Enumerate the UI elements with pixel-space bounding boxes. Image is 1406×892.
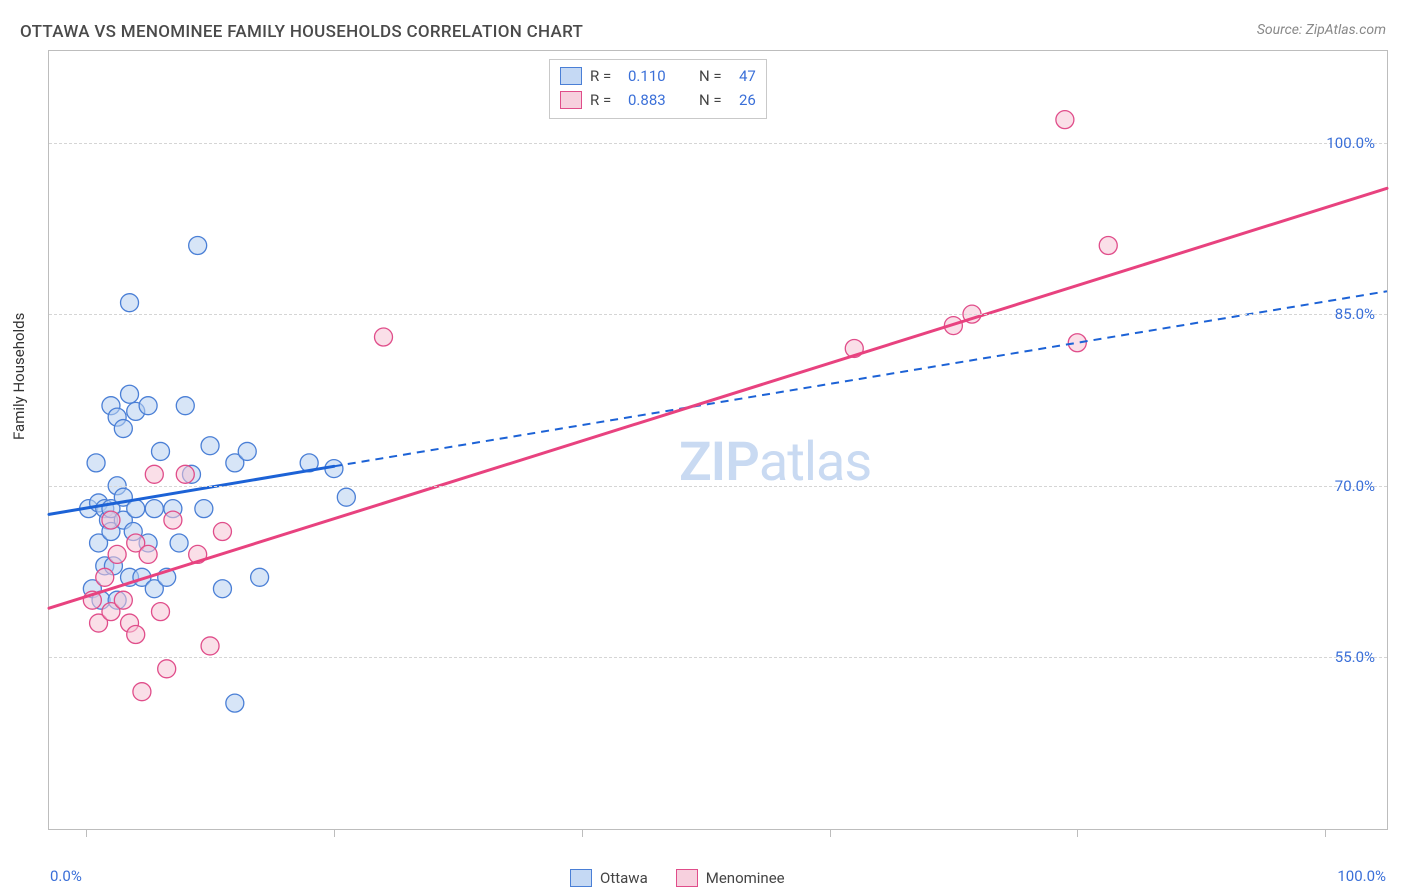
legend-item: Menominee bbox=[676, 869, 785, 887]
y-tick-label: 55.0% bbox=[1335, 648, 1375, 666]
data-point bbox=[102, 511, 120, 529]
data-point bbox=[121, 294, 139, 312]
chart-title: OTTAWA VS MENOMINEE FAMILY HOUSEHOLDS CO… bbox=[20, 22, 583, 42]
r-value: 0.110 bbox=[628, 67, 683, 85]
x-tick bbox=[830, 829, 831, 837]
n-value: 26 bbox=[739, 91, 756, 109]
plot-area: ZIPatlas R = 0.110 N = 47 R = 0.883 N = … bbox=[48, 50, 1388, 830]
data-point bbox=[145, 500, 163, 518]
swatch-blue bbox=[560, 67, 582, 85]
legend-label: Ottawa bbox=[600, 869, 648, 887]
data-point bbox=[133, 683, 151, 701]
data-point bbox=[251, 568, 269, 586]
data-point bbox=[114, 591, 132, 609]
gridline bbox=[49, 314, 1387, 315]
data-point bbox=[170, 534, 188, 552]
data-point bbox=[213, 580, 231, 598]
data-point bbox=[96, 568, 114, 586]
data-point bbox=[139, 397, 157, 415]
legend-correlation: R = 0.110 N = 47 R = 0.883 N = 26 bbox=[549, 59, 767, 119]
data-point bbox=[1056, 111, 1074, 129]
data-point bbox=[108, 545, 126, 563]
legend-label: Menominee bbox=[706, 869, 785, 887]
x-tick bbox=[334, 829, 335, 837]
source-label: Source: ZipAtlas.com bbox=[1257, 22, 1386, 38]
data-point bbox=[139, 545, 157, 563]
r-value: 0.883 bbox=[628, 91, 683, 109]
r-label: R = bbox=[590, 91, 620, 109]
data-point bbox=[201, 637, 219, 655]
regression-line-dashed bbox=[334, 291, 1387, 466]
data-point bbox=[189, 237, 207, 255]
x-tick bbox=[582, 829, 583, 837]
data-point bbox=[1068, 334, 1086, 352]
swatch-pink bbox=[676, 869, 698, 887]
data-point bbox=[337, 488, 355, 506]
gridline bbox=[49, 486, 1387, 487]
y-axis-label: Family Households bbox=[10, 313, 28, 440]
data-point bbox=[226, 694, 244, 712]
data-point bbox=[195, 500, 213, 518]
data-point bbox=[152, 442, 170, 460]
x-tick bbox=[86, 829, 87, 837]
swatch-blue bbox=[570, 869, 592, 887]
data-point bbox=[201, 437, 219, 455]
r-label: R = bbox=[590, 67, 620, 85]
x-tick bbox=[1077, 829, 1078, 837]
data-point bbox=[127, 500, 145, 518]
data-point bbox=[114, 420, 132, 438]
plot-svg bbox=[49, 51, 1387, 829]
data-point bbox=[121, 385, 139, 403]
data-point bbox=[176, 397, 194, 415]
x-tick bbox=[1325, 829, 1326, 837]
data-point bbox=[145, 465, 163, 483]
regression-line-solid bbox=[49, 188, 1387, 608]
x-axis-label-start: 0.0% bbox=[50, 867, 82, 885]
gridline bbox=[49, 143, 1387, 144]
n-label: N = bbox=[699, 91, 731, 109]
data-point bbox=[127, 626, 145, 644]
n-value: 47 bbox=[739, 67, 756, 85]
data-point bbox=[152, 603, 170, 621]
legend-item: Ottawa bbox=[570, 869, 648, 887]
x-axis-label-end: 100.0% bbox=[1337, 867, 1386, 885]
n-label: N = bbox=[699, 67, 731, 85]
data-point bbox=[375, 328, 393, 346]
data-point bbox=[176, 465, 194, 483]
legend-row: R = 0.110 N = 47 bbox=[560, 64, 756, 88]
legend-row: R = 0.883 N = 26 bbox=[560, 88, 756, 112]
y-tick-label: 85.0% bbox=[1335, 305, 1375, 323]
data-point bbox=[87, 454, 105, 472]
swatch-pink bbox=[560, 91, 582, 109]
data-point bbox=[164, 511, 182, 529]
y-tick-label: 70.0% bbox=[1335, 477, 1375, 495]
data-point bbox=[158, 660, 176, 678]
data-point bbox=[213, 523, 231, 541]
data-point bbox=[238, 442, 256, 460]
data-point bbox=[1099, 237, 1117, 255]
gridline bbox=[49, 657, 1387, 658]
y-tick-label: 100.0% bbox=[1326, 134, 1375, 152]
legend-series: Ottawa Menominee bbox=[570, 869, 785, 887]
